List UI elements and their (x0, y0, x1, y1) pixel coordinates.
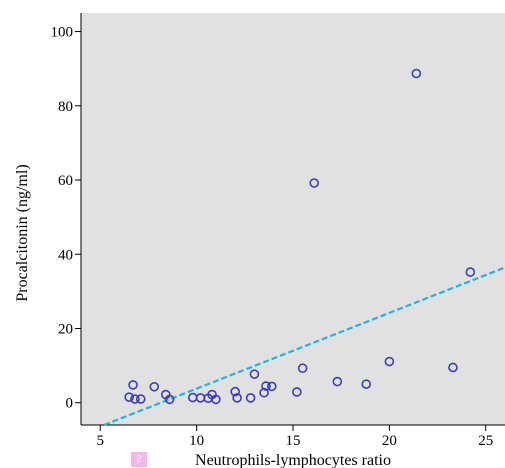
data-point (164, 394, 175, 405)
data-points (124, 68, 476, 405)
y-tick-label: 60 (58, 173, 73, 189)
x-tick-label: 5 (97, 433, 105, 449)
data-point (332, 376, 343, 387)
y-tick-label: 20 (58, 321, 73, 337)
x-axis-label: Neutrophils-lymphocytes ratio (195, 452, 391, 468)
data-point (361, 379, 372, 389)
figure-badge: 2 (131, 452, 147, 467)
x-tick-label: 25 (478, 433, 493, 449)
data-point (448, 362, 458, 373)
data-point (259, 387, 269, 398)
data-point (384, 356, 395, 367)
data-point (297, 363, 308, 374)
y-axis-ticks: 0 20 40 60 80 100 (51, 25, 81, 412)
y-tick-label: 40 (58, 247, 73, 263)
data-point (266, 381, 277, 392)
data-point (411, 68, 422, 79)
data-point (309, 178, 320, 188)
data-point (292, 387, 302, 397)
x-tick-label: 20 (382, 433, 397, 449)
data-point (465, 267, 476, 277)
data-point (124, 392, 134, 402)
y-axis-label: Procalcitonin (ng/ml) (14, 164, 31, 301)
data-point (135, 394, 146, 404)
plot-area (81, 13, 505, 425)
data-point (130, 394, 140, 404)
y-tick-label: 100 (51, 25, 74, 41)
data-point (230, 386, 240, 397)
x-tick-label: 15 (286, 433, 301, 449)
y-tick-label: 0 (66, 396, 74, 412)
data-point (128, 380, 138, 390)
data-point (245, 393, 256, 403)
y-tick-label: 80 (58, 99, 73, 115)
data-point (211, 394, 221, 405)
data-point (149, 381, 160, 392)
x-axis-ticks: 5 10 15 20 25 (97, 425, 493, 449)
data-point (249, 369, 260, 379)
x-tick-label: 10 (189, 433, 204, 449)
data-point (232, 393, 242, 403)
data-point (261, 381, 271, 391)
